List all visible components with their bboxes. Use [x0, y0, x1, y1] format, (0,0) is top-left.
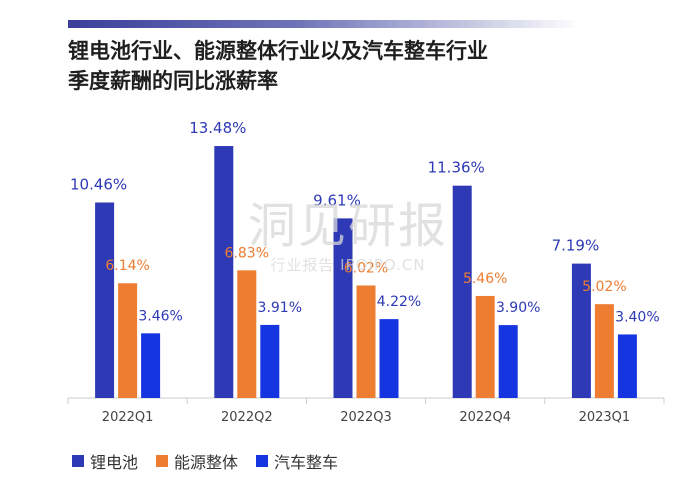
data-label-energy: 6.14% — [105, 258, 149, 274]
bar-auto — [498, 325, 518, 398]
data-label-lithium: 9.61% — [313, 191, 361, 209]
chart-legend: 锂电池 能源整体 汽车整车 — [72, 449, 338, 473]
legend-swatch-energy — [156, 455, 169, 467]
x-tick-label: 2022Q1 — [102, 410, 154, 425]
data-label-lithium: 13.48% — [189, 119, 246, 137]
chart-title: 锂电池行业、能源整体行业以及汽车整车行业 季度薪酬的同比涨薪率 — [68, 36, 668, 96]
legend-item-auto: 汽车整车 — [256, 449, 338, 473]
bar-energy — [118, 283, 138, 398]
bar-lithium — [333, 218, 353, 398]
data-label-energy: 6.02% — [344, 260, 388, 276]
x-tick-label: 2022Q4 — [459, 410, 511, 425]
legend-item-lithium: 锂电池 — [72, 449, 138, 473]
chart-title-line-2: 季度薪酬的同比涨薪率 — [68, 69, 278, 93]
bar-energy — [237, 270, 257, 398]
data-label-lithium: 10.46% — [70, 175, 127, 193]
data-label-lithium: 11.36% — [428, 159, 485, 177]
bar-lithium — [452, 185, 472, 398]
bar-energy — [475, 295, 495, 398]
legend-swatch-lithium — [72, 455, 84, 467]
bar-lithium — [214, 146, 234, 398]
title-accent-bar — [68, 20, 580, 28]
legend-label-energy: 能源整体 — [174, 453, 239, 472]
data-label-energy: 6.83% — [225, 245, 269, 261]
legend-item-energy: 能源整体 — [156, 449, 238, 473]
x-tick-label: 2022Q3 — [340, 410, 392, 425]
legend-swatch-auto — [256, 455, 269, 467]
bar-auto — [379, 319, 399, 398]
data-label-auto: 3.40% — [615, 309, 659, 325]
legend-label-lithium: 锂电池 — [90, 453, 139, 472]
x-tick-label: 2023Q1 — [579, 410, 631, 425]
bar-auto — [141, 333, 161, 398]
bar-auto — [617, 334, 637, 398]
bar-lithium — [571, 263, 591, 398]
data-label-energy: 5.46% — [463, 271, 507, 287]
data-label-auto: 3.90% — [496, 300, 540, 316]
x-tick-label: 2022Q2 — [221, 410, 273, 425]
data-label-lithium: 7.19% — [552, 237, 600, 255]
data-label-auto: 4.22% — [377, 294, 421, 310]
bar-energy — [594, 304, 614, 398]
data-label-auto: 3.46% — [138, 308, 182, 324]
data-label-energy: 5.02% — [582, 279, 626, 295]
legend-label-auto: 汽车整车 — [274, 453, 339, 472]
chart-title-line-1: 锂电池行业、能源整体行业以及汽车整车行业 — [68, 39, 488, 63]
data-label-auto: 3.91% — [258, 300, 302, 316]
bar-energy — [356, 285, 376, 398]
bar-lithium — [95, 202, 115, 398]
bar-auto — [260, 324, 280, 398]
